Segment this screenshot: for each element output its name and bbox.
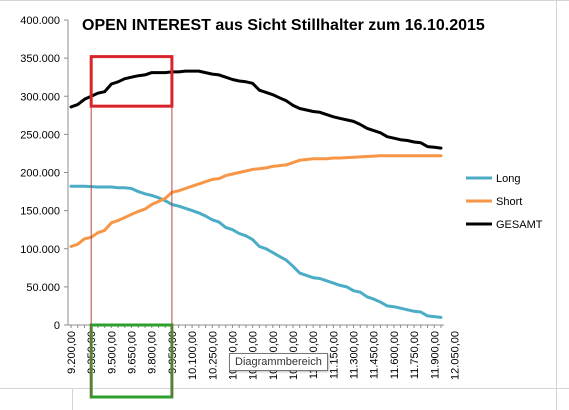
y-tick-label: 150.000 (20, 206, 60, 218)
y-tick-label: 250.000 (20, 129, 60, 141)
y-axis: 0 50.000 100.000 150.000 200.000 250.000 300.0… (20, 15, 69, 332)
x-tick-label: 9.800,00 (147, 331, 159, 374)
legend-label-short: Short (496, 196, 522, 208)
chart-title: OPEN INTEREST aus Sicht Stillhalter zum … (82, 17, 485, 34)
sheet-gridline (0, 388, 569, 389)
y-tick-label: 100.000 (20, 244, 60, 256)
series-line-long (69, 184, 443, 319)
x-tick-label: 11.900,00 (429, 331, 441, 379)
legend: Long Short GESAMT (466, 173, 543, 231)
series-line-gesamt (69, 69, 443, 150)
x-tick-label: 12.050,00 (449, 331, 461, 380)
x-tick-label: 11.600,00 (389, 331, 401, 379)
sheet-gridline (0, 0, 569, 1)
x-tick-label: 9.650,00 (127, 331, 139, 374)
y-tick-label: 200.000 (20, 168, 60, 180)
x-tick-label: 11.450,00 (369, 331, 381, 379)
y-tick-label: 400.000 (20, 15, 60, 27)
y-tick-label: 50.000 (26, 282, 60, 294)
y-tick-label: 0 (54, 320, 60, 332)
series-lines (69, 69, 443, 319)
x-tick-label: 11.150,00 (328, 331, 340, 379)
x-tick-label: 10.250,00 (207, 331, 219, 380)
x-tick-label: 9.500,00 (106, 331, 118, 374)
x-tick-label: 9.200,00 (66, 331, 78, 374)
legend-label-long: Long (496, 173, 520, 185)
y-tick-label: 300.000 (20, 91, 60, 103)
x-tick-label: 11.300,00 (349, 331, 361, 379)
sheet-gridline (556, 0, 557, 410)
series-line-short (69, 154, 443, 248)
x-tick-label: 11.750,00 (409, 331, 421, 379)
sheet-gridline (72, 388, 73, 410)
chart-area-tooltip: Diagrammbereich (229, 353, 328, 371)
y-tick-label: 350.000 (20, 53, 60, 65)
annotations (89, 55, 174, 399)
legend-label-gesamt: GESAMT (496, 219, 543, 231)
red-highlight-box (89, 55, 174, 108)
x-tick-label: 10.100,00 (187, 331, 199, 380)
